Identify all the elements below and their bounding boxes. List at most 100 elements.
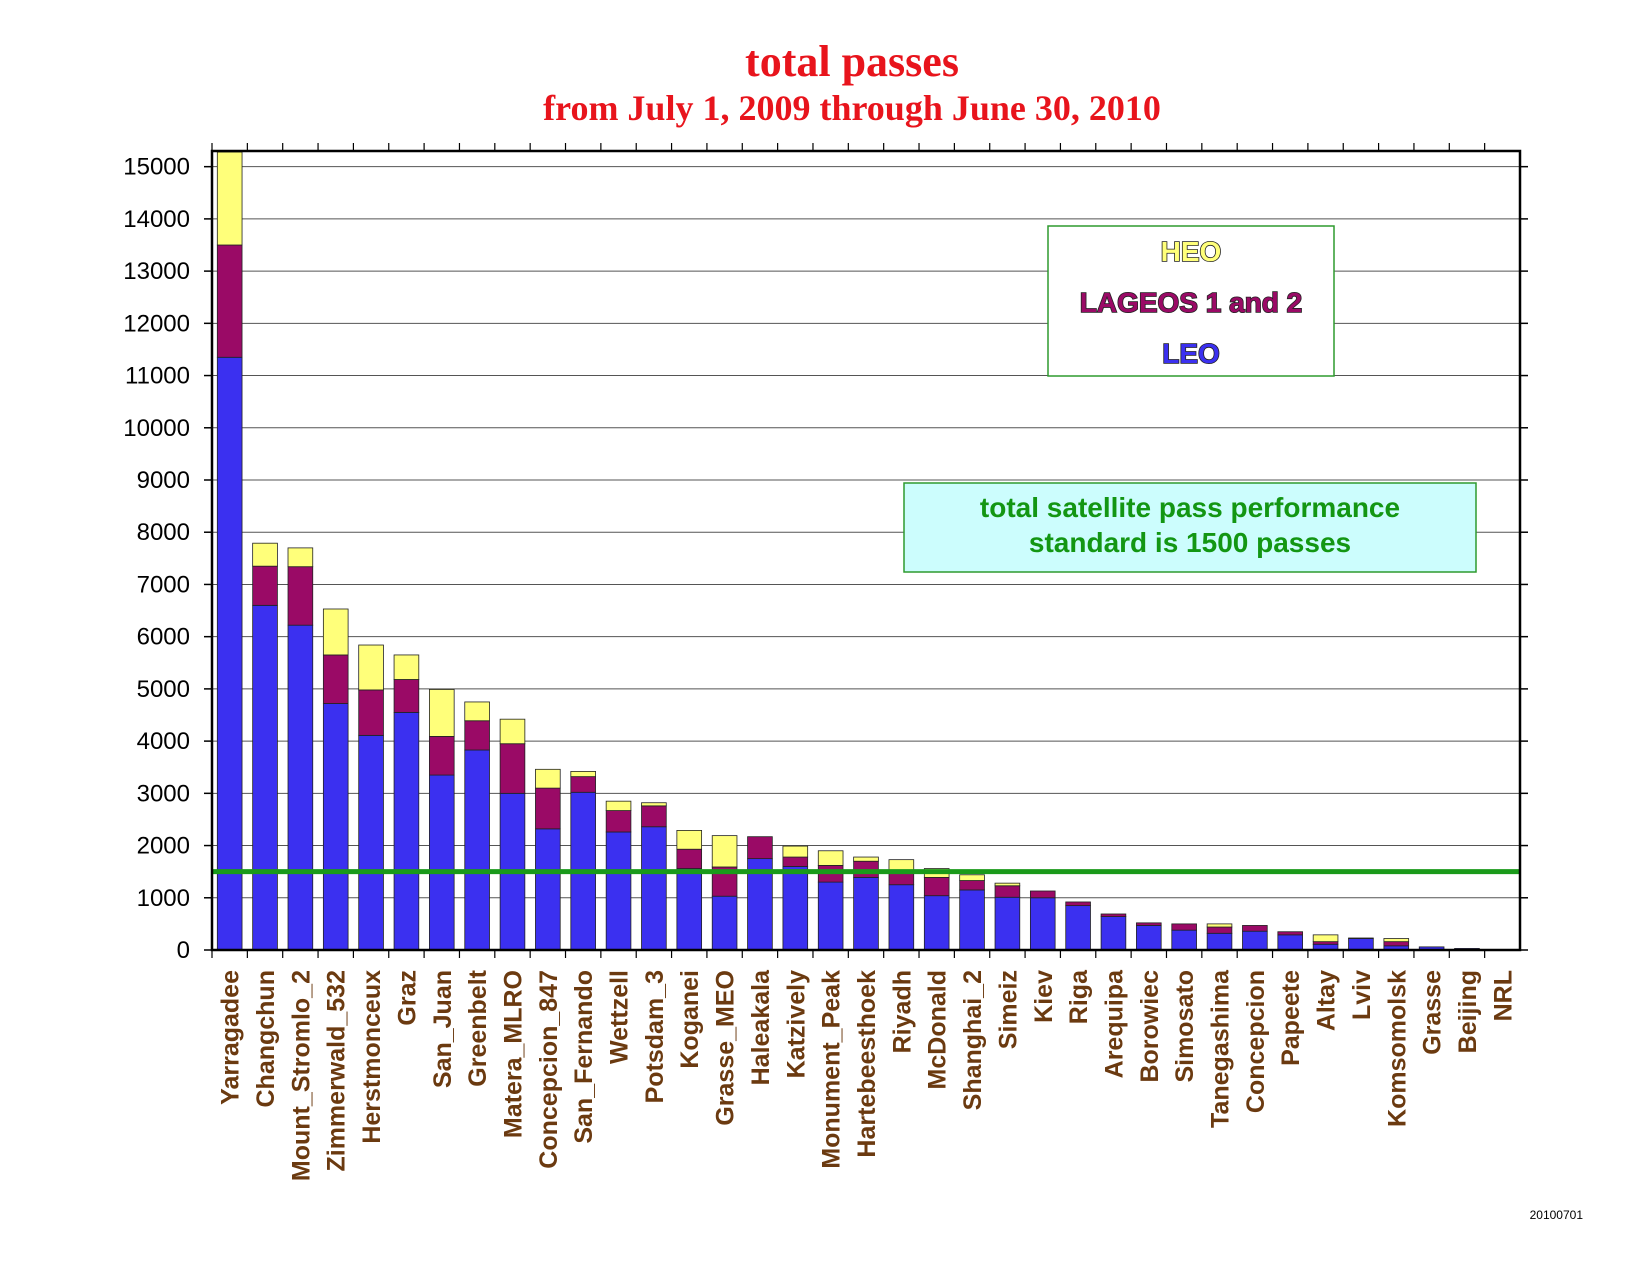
bar-lageos-1-and-2 — [464, 720, 490, 751]
bar-leo — [1277, 934, 1303, 951]
x-tick-label: Herstmonceux — [358, 970, 386, 1144]
bar-leo — [322, 703, 349, 951]
bar-lageos-1-and-2 — [570, 776, 596, 793]
bar-leo — [888, 884, 915, 951]
x-tick-label: Simeiz — [994, 970, 1022, 1049]
bar-heo — [535, 768, 561, 789]
bar-lageos-1-and-2 — [1348, 937, 1374, 939]
x-tick-label: Grasse — [1419, 970, 1447, 1055]
bar-heo — [499, 718, 526, 745]
x-tick-label: San_Fernando — [570, 970, 598, 1144]
bar-heo — [1312, 934, 1339, 943]
bar-heo — [464, 701, 490, 722]
x-tick-label: Monument_Peak — [818, 970, 846, 1169]
x-tick-label: Grasse_MEO — [712, 970, 740, 1126]
bar-heo — [782, 845, 809, 858]
bar-lageos-1-and-2 — [1065, 901, 1091, 907]
x-tick-label: Borowiec — [1136, 970, 1164, 1083]
bar-leo — [1029, 897, 1056, 951]
bar-leo — [1171, 929, 1197, 951]
date-stamp: 20100701 — [1530, 1208, 1584, 1222]
bar-lageos-1-and-2 — [1100, 913, 1127, 917]
bar-leo — [535, 828, 561, 951]
y-tick-label: 2000 — [137, 833, 190, 860]
bar-lageos-1-and-2 — [994, 885, 1021, 898]
bar-lageos-1-and-2 — [959, 880, 985, 891]
bar-leo — [358, 734, 384, 951]
bar-heo — [994, 882, 1021, 887]
bar-heo — [959, 874, 985, 881]
x-tick-label: Mount_Stromlo_2 — [287, 970, 315, 1181]
bar-lageos-1-and-2 — [393, 679, 420, 713]
bar-heo — [358, 644, 384, 691]
bar-heo — [322, 608, 349, 656]
bar-lageos-1-and-2 — [429, 736, 455, 776]
bar-lageos-1-and-2 — [499, 743, 526, 794]
bar-heo — [429, 689, 455, 737]
bar-lageos-1-and-2 — [1171, 923, 1197, 931]
y-tick-label: 15000 — [123, 154, 190, 181]
bar-lageos-1-and-2 — [322, 654, 349, 704]
x-tick-label: Tanegashima — [1207, 969, 1235, 1128]
bar-leo — [994, 896, 1021, 951]
x-tick-label: Graz — [393, 970, 421, 1026]
performance-note-line-1: total satellite pass performance — [980, 492, 1400, 523]
legend: HEO LAGEOS 1 and 2 LEO — [1047, 225, 1335, 377]
bar-leo — [252, 604, 278, 951]
y-axis: 0 1000 2000 3000 4000 5000 6000 7000 8000 9000 100… — [123, 154, 1528, 964]
y-tick-label: 6000 — [137, 624, 190, 651]
bar-leo — [287, 624, 314, 951]
x-tick-label: Hartebeesthoek — [853, 970, 881, 1158]
bar-heo — [393, 654, 420, 680]
chart-title: total passes — [745, 37, 959, 86]
bar-lageos-1-and-2 — [676, 848, 703, 869]
bar-leo — [1065, 905, 1091, 951]
x-tick-label: Potsdam_3 — [641, 970, 669, 1103]
chart-subtitle: from July 1, 2009 through June 30, 2010 — [543, 88, 1161, 128]
x-tick-label: Changchun — [252, 970, 280, 1108]
x-tick-label: Concepcion — [1242, 970, 1270, 1113]
bar-heo — [1206, 923, 1233, 928]
x-tick-label: Lviv — [1348, 970, 1376, 1020]
bar-leo — [676, 868, 703, 951]
legend-item-heo: HEO — [1161, 236, 1222, 267]
bar-lageos-1-and-2 — [1029, 890, 1056, 899]
bar-lageos-1-and-2 — [1136, 922, 1162, 926]
x-tick-label: Greenbelt — [464, 969, 492, 1086]
bar-leo — [817, 881, 844, 951]
bar-leo — [1242, 930, 1268, 951]
bar-leo — [782, 866, 809, 951]
bar-lageos-1-and-2 — [216, 244, 243, 358]
bar-lageos-1-and-2 — [605, 810, 632, 833]
bar-lageos-1-and-2 — [641, 805, 667, 828]
x-tick-label: Haleakala — [747, 969, 775, 1085]
bar-heo — [1383, 938, 1410, 943]
y-tick-label: 0 — [177, 937, 190, 964]
x-tick-label: Zimmerwald_532 — [323, 970, 351, 1172]
bar-leo — [1136, 925, 1162, 951]
y-tick-label: 4000 — [137, 728, 190, 755]
bar-heo — [216, 151, 243, 246]
x-tick-label: Wettzell — [606, 970, 634, 1064]
x-tick-label: Shanghai_2 — [959, 970, 987, 1110]
x-tick-label: Komsomolsk — [1383, 970, 1411, 1127]
y-tick-label: 5000 — [137, 676, 190, 703]
performance-note-box — [903, 482, 1477, 573]
bar-heo — [252, 542, 278, 567]
bar-lageos-1-and-2 — [1383, 941, 1410, 947]
bar-heo — [711, 835, 738, 868]
y-tick-label: 10000 — [123, 415, 190, 442]
x-tick-label: San_Juan — [429, 970, 457, 1088]
x-tick-label: Simosato — [1171, 970, 1199, 1083]
y-tick-label: 11000 — [125, 363, 190, 390]
x-tick-label: Altay — [1313, 970, 1341, 1031]
x-axis: Yarragadee Changchun Mount_Stromlo_2 Zimmer… — [211, 143, 1517, 1181]
bar-lageos-1-and-2 — [782, 856, 809, 867]
bar-heo — [817, 850, 844, 866]
bar-leo — [429, 774, 455, 951]
bar-lageos-1-and-2 — [358, 689, 384, 736]
y-tick-label: 1000 — [137, 885, 190, 912]
legend-item-lageos: LAGEOS 1 and 2 — [1080, 287, 1303, 318]
bar-leo — [641, 826, 667, 951]
